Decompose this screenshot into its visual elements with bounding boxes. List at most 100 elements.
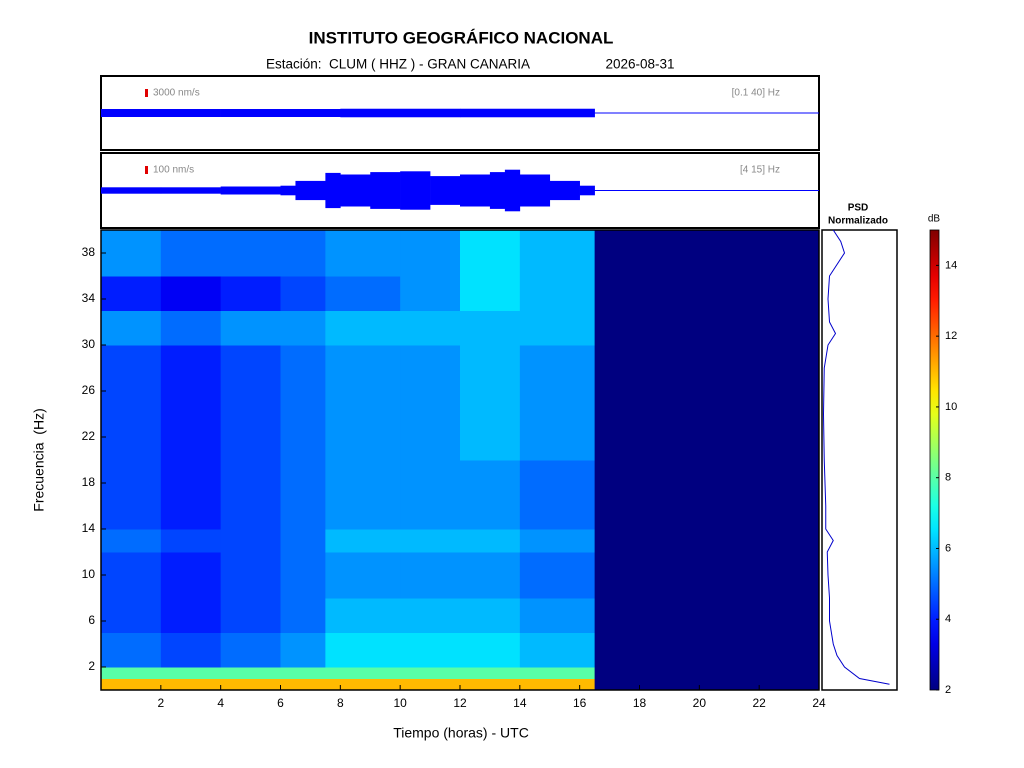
spectrogram-cell <box>101 667 162 679</box>
spectrogram-cell <box>460 230 521 277</box>
psd-title: PSD <box>848 203 869 214</box>
trace-envelope <box>370 172 401 209</box>
spectrogram-cell <box>160 230 222 277</box>
spectrogram-cell <box>325 276 401 311</box>
spectrogram-cell <box>460 598 521 633</box>
spectrogram-cell <box>280 678 326 691</box>
spectrogram-cell <box>519 632 596 668</box>
spectrogram-cell <box>594 529 820 553</box>
spectrogram-cell <box>280 667 326 679</box>
spectrogram-cell <box>325 678 401 691</box>
x-tick-label: 2 <box>157 696 164 710</box>
spectrogram-cell <box>519 345 596 461</box>
spectrogram-cell <box>101 230 162 277</box>
colorbar-tick-label: 14 <box>945 259 957 271</box>
spectrogram-cell <box>325 310 401 346</box>
colorbar-tick-label: 10 <box>945 401 957 413</box>
y-tick-label: 22 <box>82 429 96 443</box>
spectrogram-cell <box>325 529 401 553</box>
spectrogram-cell <box>101 460 162 530</box>
spectrogram-cell <box>400 310 461 346</box>
trace-envelope <box>549 180 580 201</box>
colorbar-label: dB <box>928 214 941 225</box>
psd-line <box>822 229 890 685</box>
spectrogram-cell <box>280 529 326 553</box>
spectrogram-cell <box>460 345 521 461</box>
spectrogram-cell <box>400 345 461 461</box>
trace-envelope <box>280 185 296 196</box>
spectrogram-cell <box>101 310 162 346</box>
spectrogram-cell <box>280 632 326 668</box>
y-tick-label: 14 <box>82 521 96 535</box>
spectrogram-cell <box>594 632 820 668</box>
spectrogram-cell <box>220 598 281 633</box>
spectrogram-cell <box>400 276 461 311</box>
spectrogram-cell <box>280 598 326 633</box>
trace-envelope <box>400 171 431 210</box>
filter-label: [4 15] Hz <box>740 165 780 176</box>
trace-envelope <box>460 108 595 118</box>
spectrogram-cell <box>519 276 596 311</box>
spectrogram-cell <box>519 552 596 599</box>
spectrogram-cell <box>325 598 401 633</box>
spectrogram-cell <box>519 667 596 679</box>
scale-bar <box>145 89 148 97</box>
trace-envelope <box>430 176 461 205</box>
spectrogram-cell <box>160 598 222 633</box>
colorbar-tick-label: 2 <box>945 684 951 696</box>
spectrogram-cell <box>160 678 222 691</box>
spectrogram-cell <box>280 460 326 530</box>
spectrogram-cell <box>460 529 521 553</box>
spectrogram-cell <box>101 598 162 633</box>
spectrogram-cell <box>400 552 461 599</box>
spectrogram-cell <box>101 529 162 553</box>
trace-envelope <box>340 174 371 207</box>
trace-envelope <box>504 169 521 212</box>
trace-envelope <box>325 172 341 209</box>
station: Estación: CLUM ( HHZ ) - GRAN CANARIA <box>266 57 530 72</box>
y-tick-label: 26 <box>82 383 96 397</box>
spectrogram-cell <box>460 667 521 679</box>
x-tick-label: 16 <box>573 696 587 710</box>
trace-envelope <box>220 109 341 117</box>
spectrogram-cell <box>280 310 326 346</box>
spectrogram-cell <box>280 552 326 599</box>
spectrogram-cell <box>101 345 162 461</box>
spectrogram-cell <box>594 667 820 679</box>
spectrogram-cell <box>280 276 326 311</box>
x-tick-label: 10 <box>393 696 407 710</box>
spectrogram-cell <box>519 678 596 691</box>
spectrogram-cell <box>325 667 401 679</box>
spectrogram-cell <box>160 276 222 311</box>
x-tick-label: 8 <box>337 696 344 710</box>
colorbar-tick-label: 6 <box>945 542 951 554</box>
spectrogram-cell <box>460 276 521 311</box>
spectrogram-cell <box>460 460 521 530</box>
x-tick-label: 4 <box>217 696 224 710</box>
spectrogram-cell <box>101 276 162 311</box>
spectrogram-cell <box>594 230 820 277</box>
trace-envelope <box>295 180 326 201</box>
y-axis-label: Frecuencia (Hz) <box>31 408 47 511</box>
y-tick-label: 10 <box>82 567 96 581</box>
spectrogram-cell <box>220 310 281 346</box>
spectrogram-cell <box>220 345 281 461</box>
spectrogram-cell <box>519 230 596 277</box>
spectrogram-cell <box>594 460 820 530</box>
y-tick-label: 30 <box>82 337 96 351</box>
spectrogram-cell <box>460 552 521 599</box>
spectrogram-cell <box>220 230 281 277</box>
trace-envelope <box>579 185 595 196</box>
spectrogram-cell <box>519 460 596 530</box>
spectrogram-cell <box>220 667 281 679</box>
spectrogram-cell <box>280 230 326 277</box>
spectrogram-cell <box>400 230 461 277</box>
spectrogram-cell <box>400 678 461 691</box>
spectrogram-cell <box>101 678 162 691</box>
spectrogram-cell <box>325 345 401 461</box>
x-tick-label: 24 <box>812 696 826 710</box>
x-tick-label: 18 <box>633 696 647 710</box>
spectrogram-cell <box>400 598 461 633</box>
trace-envelope <box>460 174 491 207</box>
